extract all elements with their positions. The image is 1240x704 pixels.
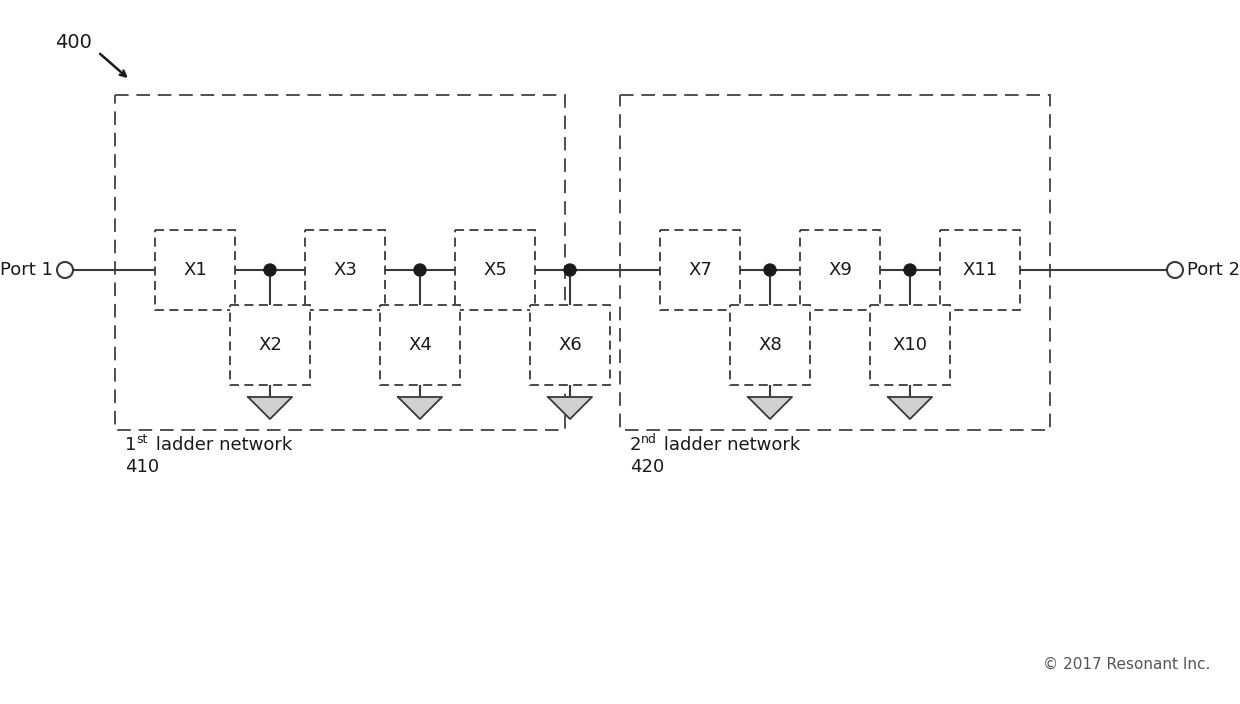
Text: X1: X1 bbox=[184, 261, 207, 279]
Text: 410: 410 bbox=[125, 458, 159, 476]
Circle shape bbox=[264, 264, 277, 276]
Circle shape bbox=[1167, 262, 1183, 278]
Text: nd: nd bbox=[641, 433, 657, 446]
Polygon shape bbox=[748, 397, 792, 419]
Circle shape bbox=[57, 262, 73, 278]
Text: 2: 2 bbox=[630, 436, 641, 454]
Bar bbox=[455, 230, 534, 310]
Polygon shape bbox=[548, 397, 591, 419]
Text: X6: X6 bbox=[558, 336, 582, 354]
Text: Port 1: Port 1 bbox=[0, 261, 53, 279]
Bar bbox=[870, 305, 950, 385]
Text: X3: X3 bbox=[334, 261, 357, 279]
Text: X2: X2 bbox=[258, 336, 281, 354]
Bar bbox=[115, 95, 565, 430]
Circle shape bbox=[904, 264, 916, 276]
Bar bbox=[800, 230, 880, 310]
Bar bbox=[730, 305, 810, 385]
Bar bbox=[620, 95, 1050, 430]
Bar bbox=[155, 230, 236, 310]
Text: X4: X4 bbox=[408, 336, 432, 354]
Bar bbox=[660, 230, 740, 310]
Bar bbox=[940, 230, 1021, 310]
Text: ladder network: ladder network bbox=[150, 436, 293, 454]
Text: X5: X5 bbox=[484, 261, 507, 279]
Text: X7: X7 bbox=[688, 261, 712, 279]
Bar bbox=[305, 230, 384, 310]
Text: st: st bbox=[136, 433, 148, 446]
Polygon shape bbox=[888, 397, 932, 419]
Text: X10: X10 bbox=[893, 336, 928, 354]
Text: 1: 1 bbox=[125, 436, 136, 454]
Text: 400: 400 bbox=[55, 32, 92, 51]
Text: X8: X8 bbox=[758, 336, 782, 354]
Polygon shape bbox=[248, 397, 291, 419]
Bar bbox=[379, 305, 460, 385]
Text: X11: X11 bbox=[962, 261, 997, 279]
Text: 420: 420 bbox=[630, 458, 665, 476]
Polygon shape bbox=[398, 397, 441, 419]
Text: ladder network: ladder network bbox=[658, 436, 800, 454]
Circle shape bbox=[564, 264, 577, 276]
Text: X9: X9 bbox=[828, 261, 852, 279]
Bar bbox=[229, 305, 310, 385]
Text: Port 2: Port 2 bbox=[1187, 261, 1240, 279]
Circle shape bbox=[414, 264, 427, 276]
Circle shape bbox=[764, 264, 776, 276]
Text: © 2017 Resonant Inc.: © 2017 Resonant Inc. bbox=[1043, 657, 1210, 672]
Bar bbox=[529, 305, 610, 385]
